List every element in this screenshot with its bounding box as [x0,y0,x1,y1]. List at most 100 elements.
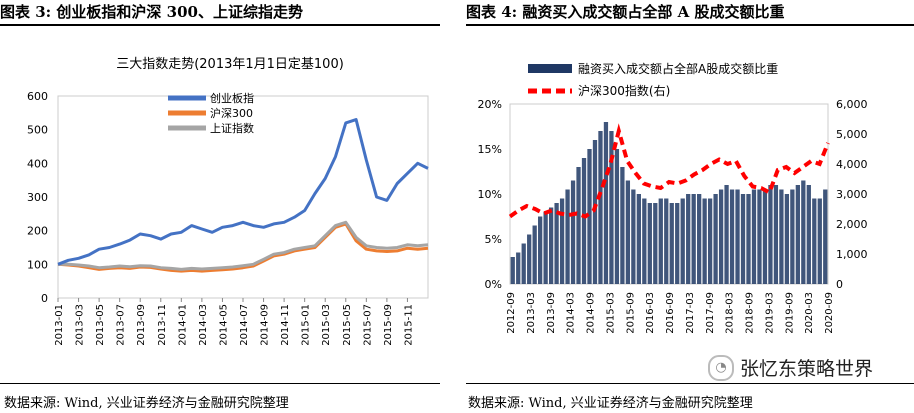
wechat-icon: ◔ [708,354,734,381]
y-tick-label-right: 1,000 [836,248,868,261]
ratio-bar [565,189,570,284]
ratio-bar [636,194,641,284]
x-tick-label: 2016-03 [645,292,656,334]
y-tick-label-right: 5,000 [836,128,868,141]
ratio-bar [718,189,724,284]
left-footer-rule [0,383,440,384]
ratio-bar [664,198,669,284]
ratio-bar [538,216,543,284]
ratio-bar [669,203,674,284]
y-tick-label-left: 15% [478,143,502,156]
x-tick-label: 2014-09 [586,292,597,334]
x-tick-label: 2015-11 [403,304,414,346]
ratio-bar [773,185,779,284]
x-tick-label: 2015-07 [362,304,373,346]
ratio-bar [697,194,702,284]
ratio-bar [543,212,548,284]
ratio-bar [680,198,685,284]
ratio-bar [762,189,768,284]
csi300-line [508,123,830,219]
ratio-bar [516,252,521,284]
left-source-note: 数据来源: Wind, 兴业证券经济与金融研究院整理 [4,396,289,411]
ratio-bar [713,194,718,284]
ratio-bar [729,189,735,284]
x-tick-label: 2019-09 [784,292,795,334]
series-line-0 [57,118,429,266]
y-tick-label: 100 [27,258,48,271]
x-tick-label: 2015-03 [605,292,616,334]
ratio-bar [653,203,658,284]
ratio-bar [587,149,592,284]
ratio-bar [620,167,625,284]
x-tick-label: 2013-07 [116,304,127,346]
y-tick-label: 400 [27,157,48,170]
ratio-bar [675,203,680,284]
x-tick-label: 2015-09 [625,292,636,334]
x-tick-label: 2014-07 [239,304,250,346]
legend-label: 创业板指 [210,91,254,105]
y-tick-label: 200 [27,225,48,238]
legend-swatch-bar [528,64,572,73]
legend-label: 沪深300指数(右) [578,83,670,98]
ratio-bar [686,194,691,284]
series-line-2 [58,220,429,271]
watermark-text: 张忆东策略世界 [740,358,874,380]
x-tick-label: 2013-03 [526,292,537,334]
right-figure-header: 图表 4: 融资买入成交额占全部 A 股成交额比重 [466,0,914,26]
legend-label: 上证指数 [210,121,254,135]
legend-label: 沪深300 [210,106,253,120]
x-tick-label: 2014-11 [280,304,291,346]
right-source-note: 数据来源: Wind, 兴业证券经济与金融研究院整理 [468,396,753,411]
ratio-bar [768,185,773,284]
ratio-bar [702,198,707,284]
ratio-bar [603,122,609,284]
x-tick-label: 2014-05 [218,304,229,346]
ratio-bar [724,185,729,284]
x-tick-label: 2013-11 [157,304,168,346]
y-tick-label: 600 [27,90,48,103]
ratio-bar [784,194,790,284]
ratio-bar [647,203,652,284]
x-tick-label: 2013-09 [136,304,147,346]
ratio-bar [751,189,757,284]
y-tick-label-left: 5% [485,233,502,246]
y-tick-label: 300 [27,191,48,204]
x-tick-label: 2014-01 [177,304,188,346]
x-tick-label: 2013-05 [95,304,106,346]
y-tick-label-right: 0 [836,278,843,291]
ratio-bar [735,189,740,284]
right-footer-rule [466,383,914,384]
x-tick-label: 2019-03 [764,292,775,334]
ratio-bar [658,198,663,284]
ratio-bar [790,189,795,284]
x-tick-label: 2018-03 [725,292,736,334]
chart-title: 三大指数走势(2013年1月1日定基100) [116,56,344,72]
x-tick-label: 2017-09 [705,292,716,334]
ratio-bar [806,185,811,284]
ratio-bar [598,131,603,284]
plot-frame [509,103,829,285]
watermark: ◔ 张忆东策略世界 [708,354,873,381]
x-tick-label: 2018-09 [745,292,756,334]
ratio-bar [614,149,620,284]
ratio-bar [527,234,532,284]
x-tick-label: 2015-09 [383,304,394,346]
x-tick-label: 2015-01 [301,304,312,346]
ratio-bar [823,189,828,284]
ratio-bar [757,189,762,284]
ratio-bar [510,257,515,284]
ratio-bar [548,207,554,284]
ratio-bar [801,180,806,284]
ratio-bar [576,167,581,284]
ratio-bar [570,180,576,284]
y-tick-label-left: 0% [485,278,502,291]
x-tick-label: 2014-03 [566,292,577,334]
y-tick-label-right: 2,000 [836,218,868,231]
ratio-bar [779,189,784,284]
ratio-bar [642,198,647,284]
index-trend-chart: 三大指数走势(2013年1月1日定基100) 0 100 200 300 400 500 60… [27,56,429,346]
left-figure-header: 图表 3: 创业板指和沪深 300、上证综指走势 [0,0,440,26]
ratio-bar [740,194,746,284]
ratio-bar [581,158,587,284]
ratio-bar [795,185,800,284]
